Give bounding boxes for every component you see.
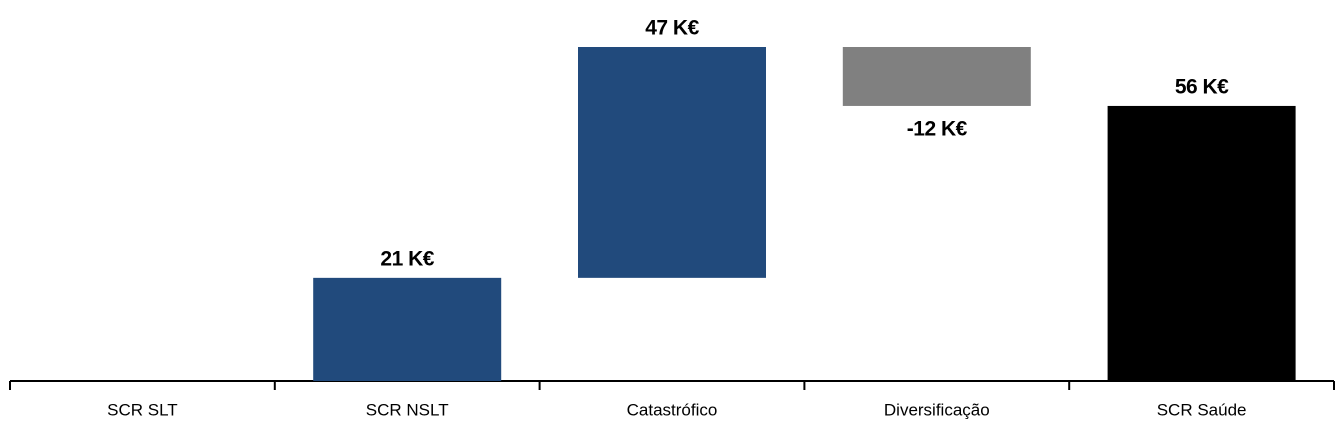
x-tick-label: SCR NSLT (366, 400, 449, 419)
bar (578, 47, 766, 278)
x-tick-label: SCR Saúde (1157, 400, 1247, 419)
data-label: -12 K€ (907, 117, 968, 140)
x-tick-label: Catastrófico (627, 400, 718, 419)
bar (842, 47, 1031, 106)
bar (313, 277, 502, 381)
bar (1107, 105, 1296, 382)
x-tick-label: Diversificação (884, 400, 990, 419)
data-label: 47 K€ (645, 17, 699, 40)
x-tick-label: SCR SLT (107, 400, 178, 419)
data-label: 21 K€ (380, 247, 434, 270)
data-label: 56 K€ (1175, 75, 1229, 98)
